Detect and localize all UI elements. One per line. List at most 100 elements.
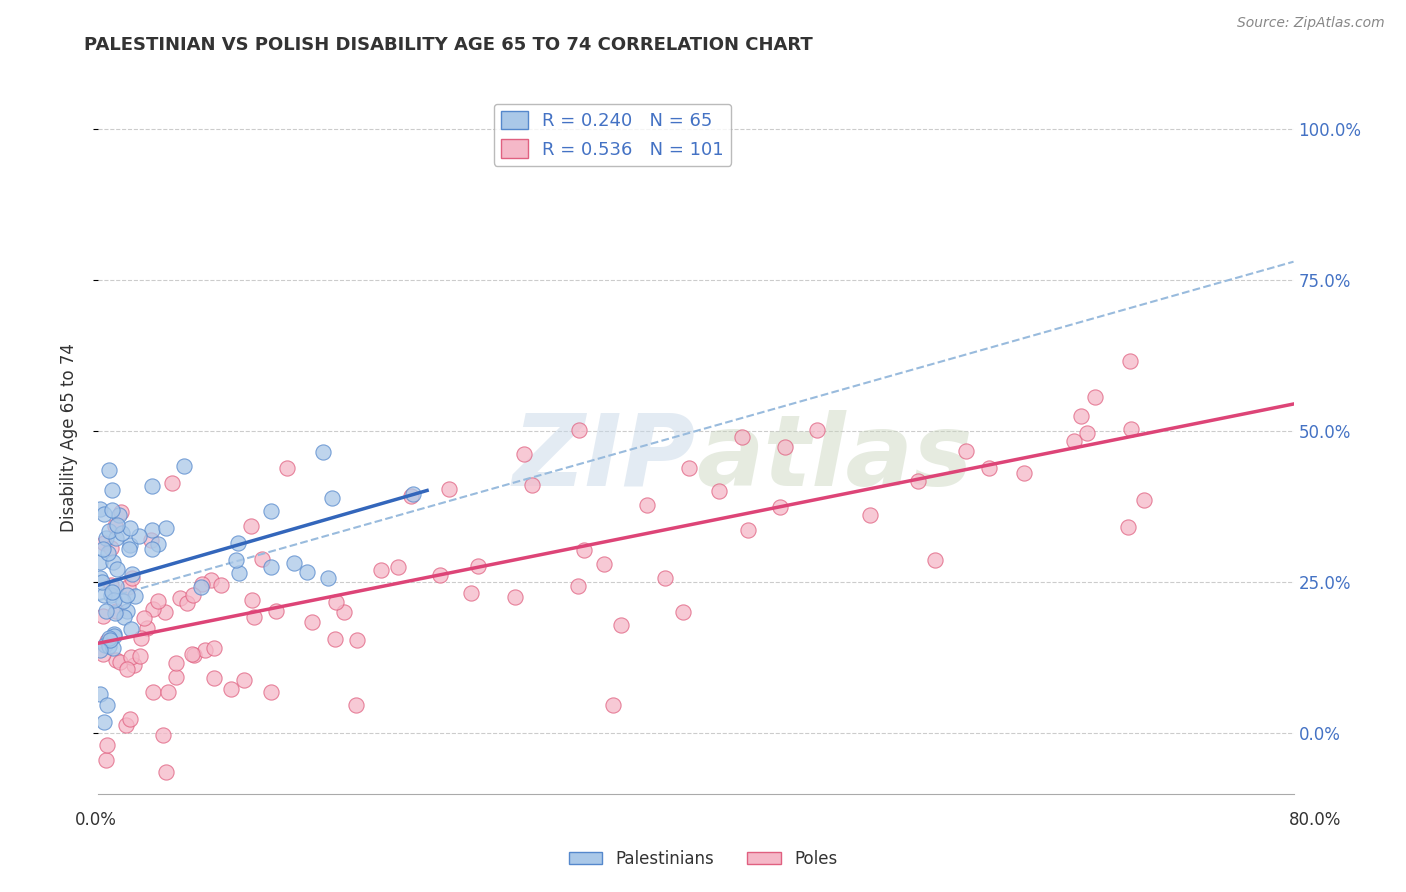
Point (115, 588, 138, 602)
Point (96, 634, 118, 648)
Point (260, 559, 283, 574)
Point (152, 728, 174, 742)
Point (142, 602, 165, 616)
Point (239, 519, 262, 533)
Point (124, 589, 146, 603)
Point (297, 565, 319, 579)
Point (636, 498, 658, 512)
Point (94, 752, 117, 766)
Point (101, 503, 124, 517)
Point (135, 621, 157, 635)
Point (344, 698, 367, 712)
Point (907, 474, 929, 488)
Point (1119, 353, 1142, 368)
Point (108, 508, 131, 522)
Point (94, 638, 117, 652)
Legend: R = 0.240   N = 65, R = 0.536   N = 101: R = 0.240 N = 65, R = 0.536 N = 101 (494, 103, 731, 166)
Point (191, 577, 214, 591)
Point (148, 594, 170, 608)
Point (323, 632, 346, 646)
Point (672, 605, 695, 619)
Point (121, 567, 143, 582)
Point (91, 647, 114, 661)
Point (94, 531, 117, 545)
Point (89, 555, 111, 569)
Point (202, 671, 225, 685)
Text: PALESTINIAN VS POLISH DISABILITY AGE 65 TO 74 CORRELATION CHART: PALESTINIAN VS POLISH DISABILITY AGE 65 … (84, 36, 813, 54)
Point (312, 445, 335, 459)
Point (97, 524, 120, 538)
Point (572, 542, 595, 557)
Point (321, 491, 343, 505)
Point (120, 521, 142, 535)
Point (96, 738, 118, 752)
Point (610, 617, 633, 632)
Point (155, 521, 177, 535)
Point (977, 461, 1000, 475)
Point (134, 611, 156, 625)
Point (97, 631, 120, 645)
Point (731, 430, 754, 444)
Point (333, 606, 356, 620)
Point (114, 718, 136, 732)
Point (155, 765, 177, 780)
Point (1133, 492, 1156, 507)
Y-axis label: Disability Age 65 to 74: Disability Age 65 to 74 (59, 343, 77, 532)
Point (259, 685, 281, 699)
Point (1012, 466, 1035, 480)
Point (325, 595, 347, 609)
Point (100, 588, 122, 602)
Point (202, 641, 225, 656)
Point (141, 533, 163, 547)
Point (520, 478, 543, 492)
Point (112, 593, 135, 607)
Point (169, 591, 191, 605)
Point (97, 462, 120, 476)
Point (225, 553, 247, 567)
Point (141, 542, 163, 557)
Point (89, 643, 111, 657)
Point (437, 482, 460, 496)
Point (118, 537, 141, 551)
Point (128, 529, 150, 543)
Point (859, 508, 882, 522)
Point (103, 627, 125, 641)
Point (260, 504, 283, 518)
Point (101, 555, 124, 569)
Point (316, 572, 339, 586)
Point (98, 639, 121, 653)
Point (1076, 426, 1098, 441)
Point (141, 479, 163, 493)
Point (1116, 520, 1139, 534)
Point (243, 610, 266, 624)
Point (98, 632, 121, 647)
Point (194, 643, 217, 657)
Point (233, 673, 256, 687)
Point (370, 563, 392, 577)
Point (96, 698, 118, 712)
Point (104, 606, 127, 620)
Point (90, 574, 112, 589)
Point (568, 424, 591, 438)
Point (104, 579, 127, 593)
Point (97, 546, 120, 560)
Point (401, 487, 423, 501)
Point (165, 670, 187, 684)
Point (103, 593, 125, 607)
Point (346, 632, 368, 647)
Point (141, 523, 163, 537)
Point (1063, 434, 1085, 449)
Point (283, 557, 305, 571)
Point (228, 566, 250, 580)
Point (503, 590, 526, 604)
Point (131, 631, 153, 645)
Point (654, 571, 676, 585)
Point (120, 622, 142, 636)
Point (602, 698, 624, 713)
Point (1084, 390, 1107, 404)
Point (593, 557, 616, 571)
Point (128, 648, 150, 663)
Point (387, 560, 409, 574)
Point (101, 483, 124, 497)
Point (104, 604, 127, 618)
